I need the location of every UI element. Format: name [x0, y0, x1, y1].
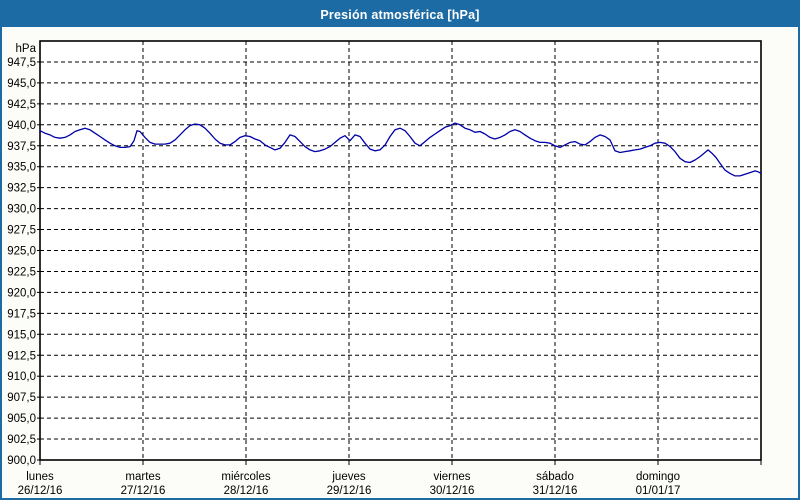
x-day-date-label: 29/12/16 [327, 485, 372, 497]
x-day-date-label: 28/12/16 [224, 485, 269, 497]
y-tick-label: 902,5 [7, 434, 36, 446]
y-axis-unit-label: hPa [16, 43, 37, 55]
x-day-date-label: 27/12/16 [121, 485, 166, 497]
chart-title: Presión atmosférica [hPa] [320, 7, 480, 22]
y-tick-label: 917,5 [7, 308, 36, 320]
x-day-name-label: viernes [433, 471, 470, 483]
x-day-name-label: domingo [636, 471, 680, 483]
x-day-date-label: 31/12/16 [533, 485, 578, 497]
y-tick-label: 940,0 [7, 120, 36, 132]
y-tick-label: 907,5 [7, 392, 36, 404]
x-day-name-label: miércoles [221, 471, 270, 483]
x-day-date-label: 30/12/16 [430, 485, 475, 497]
x-day-date-label: 01/01/17 [636, 485, 681, 497]
y-tick-label: 925,0 [7, 246, 36, 258]
y-tick-label: 937,5 [7, 141, 36, 153]
y-tick-label: 930,0 [7, 204, 36, 216]
y-tick-label: 945,0 [7, 78, 36, 90]
y-tick-label: 915,0 [7, 329, 36, 341]
y-tick-label: 927,5 [7, 225, 36, 237]
pressure-line [39, 122, 762, 177]
y-tick-label: 935,0 [7, 162, 36, 174]
y-tick-label: 942,5 [7, 99, 36, 111]
y-tick-label: 920,0 [7, 287, 36, 299]
y-tick-label: 932,5 [7, 183, 36, 195]
y-tick-label: 900,0 [7, 455, 36, 467]
x-day-date-label: 26/12/16 [18, 485, 63, 497]
x-day-name-label: jueves [331, 471, 365, 483]
y-tick-label: 910,0 [7, 371, 36, 383]
chart-area: hPa 947,5 945,0 942,5 940,0 937,5 935,0 932,5 9… [2, 27, 798, 498]
pressure-line-chart: hPa 947,5 945,0 942,5 940,0 937,5 935,0 932,5 9… [7, 40, 762, 497]
y-tick-label: 947,5 [7, 57, 36, 69]
x-day-name-label: martes [125, 471, 160, 483]
x-day-name-label: lunes [26, 471, 54, 483]
x-day-name-label: sábado [536, 471, 574, 483]
y-tick-label: 912,5 [7, 350, 36, 362]
y-tick-label: 922,5 [7, 266, 36, 278]
y-tick-label: 905,0 [7, 413, 36, 425]
title-bar: Presión atmosférica [hPa] [2, 2, 798, 27]
